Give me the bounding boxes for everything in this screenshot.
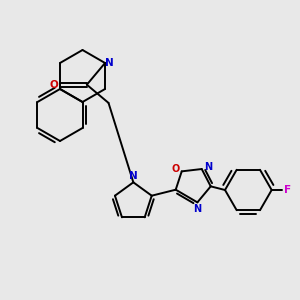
Text: O: O: [172, 164, 180, 174]
Text: N: N: [193, 204, 201, 214]
Text: N: N: [129, 171, 138, 181]
Text: N: N: [105, 58, 113, 68]
Text: O: O: [50, 80, 58, 90]
Text: F: F: [284, 185, 291, 195]
Text: N: N: [204, 162, 212, 172]
